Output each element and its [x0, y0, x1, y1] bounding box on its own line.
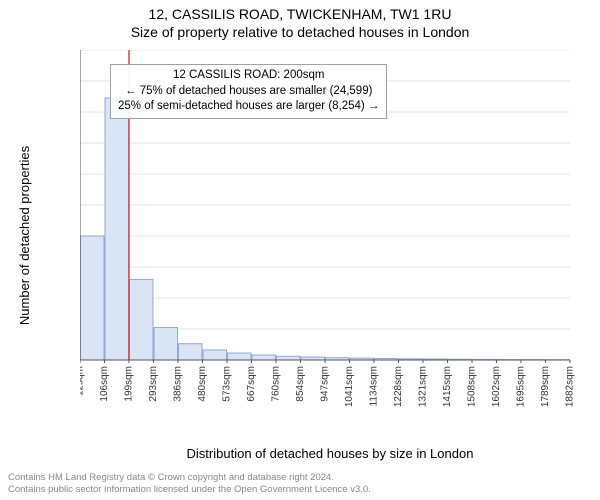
infobox-line2: ← 75% of detached houses are smaller (24…	[118, 84, 379, 100]
svg-text:1228sqm: 1228sqm	[393, 366, 404, 407]
svg-text:199sqm: 199sqm	[123, 366, 134, 402]
svg-text:293sqm: 293sqm	[148, 366, 159, 402]
footer-line2: Contains public sector information licen…	[8, 484, 371, 496]
svg-text:1415sqm: 1415sqm	[442, 366, 453, 407]
footer-line1: Contains HM Land Registry data © Crown c…	[8, 472, 371, 484]
svg-text:1134sqm: 1134sqm	[368, 366, 379, 406]
svg-text:106sqm: 106sqm	[99, 366, 110, 402]
svg-text:573sqm: 573sqm	[221, 366, 232, 402]
infobox-line1: 12 CASSILIS ROAD: 200sqm	[118, 68, 379, 84]
svg-text:667sqm: 667sqm	[246, 366, 257, 402]
footer-attribution: Contains HM Land Registry data © Crown c…	[8, 472, 371, 496]
svg-text:854sqm: 854sqm	[295, 366, 306, 402]
svg-text:1882sqm: 1882sqm	[564, 366, 575, 407]
svg-text:760sqm: 760sqm	[270, 366, 281, 402]
svg-text:1508sqm: 1508sqm	[466, 366, 477, 407]
y-axis-label: Number of detached properties	[18, 145, 33, 324]
svg-text:1041sqm: 1041sqm	[344, 366, 355, 407]
svg-text:386sqm: 386sqm	[172, 366, 183, 402]
marker-info-box: 12 CASSILIS ROAD: 200sqm ← 75% of detach…	[110, 64, 387, 119]
svg-text:1321sqm: 1321sqm	[417, 366, 428, 407]
page-title-line1: 12, CASSILIS ROAD, TWICKENHAM, TW1 1RU	[0, 6, 600, 22]
y-axis-label-wrap: Number of detached properties	[18, 50, 32, 420]
infobox-line3: 25% of semi-detached houses are larger (…	[118, 99, 379, 115]
svg-text:12sqm: 12sqm	[80, 366, 85, 396]
page-title-line2: Size of property relative to detached ho…	[0, 24, 600, 40]
svg-text:1789sqm: 1789sqm	[540, 366, 551, 407]
svg-text:480sqm: 480sqm	[197, 366, 208, 402]
svg-text:1695sqm: 1695sqm	[515, 366, 526, 407]
x-axis-label: Distribution of detached houses by size …	[80, 446, 580, 461]
svg-text:1602sqm: 1602sqm	[491, 366, 502, 407]
svg-text:947sqm: 947sqm	[319, 366, 330, 402]
